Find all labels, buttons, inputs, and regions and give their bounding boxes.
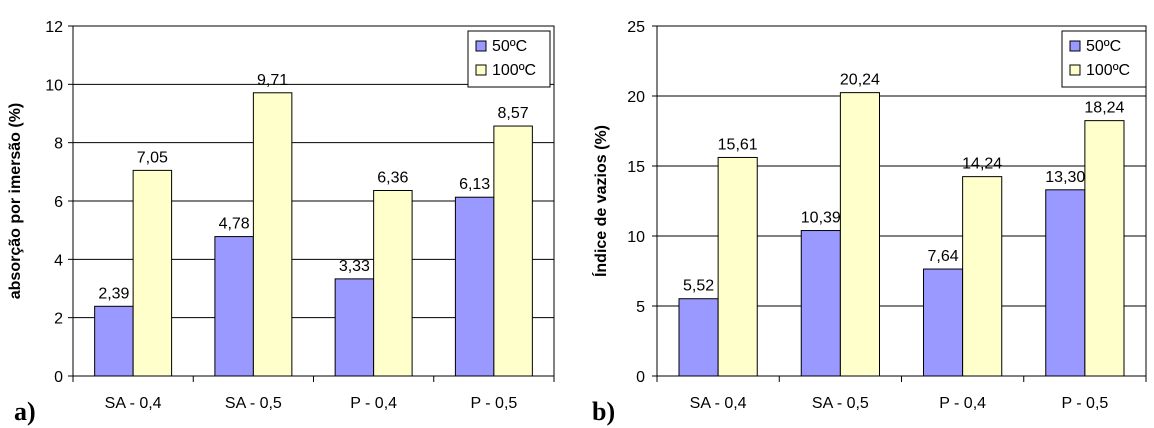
bar-50c [678,298,719,377]
y-tick-label: 15 [627,159,645,176]
panel-label: a) [14,397,36,426]
legend-swatch [475,40,487,52]
bar-100c [1084,120,1125,377]
data-label: 13,30 [1045,169,1085,186]
y-tick-label: 25 [627,19,645,36]
data-label: 20,24 [840,72,880,89]
y-tick-label: 10 [627,229,645,246]
bar-50c [454,196,495,377]
bar-50c [94,305,134,377]
y-tick-label: 20 [627,89,645,106]
x-tick-label: SA - 0,4 [690,395,747,412]
x-tick-label: P - 0,5 [1061,395,1108,412]
chart-2: 0 5 10 15 20 25 5,52 10,39 7,64 13,30 15,61 20,24 14… [591,19,1147,426]
bar-50c [800,230,841,377]
data-label: 6,36 [377,170,408,187]
data-label: 10,39 [801,210,841,227]
y-tick-label: 10 [45,77,63,94]
data-label: 7,64 [927,248,958,265]
bar-100c [132,169,173,377]
y-tick-label: 6 [54,194,63,211]
legend-swatch [1069,64,1081,76]
legend-label: 100ºC [1086,62,1130,79]
y-axis-title: Índice de vazios (%) [591,125,610,277]
y-tick-label: 5 [636,299,645,316]
y-tick-label: 0 [636,369,645,386]
bar-50c [214,236,254,377]
bar-100c [717,156,758,377]
x-tick-label: P - 0,4 [939,395,986,412]
data-label: 18,24 [1084,100,1124,117]
bar-100c [252,92,293,377]
x-tick-label: P - 0,4 [350,395,397,412]
x-tick-label: SA - 0,4 [105,395,162,412]
legend-box [1061,30,1147,88]
data-label: 7,05 [137,149,168,166]
x-tick-label: SA - 0,5 [225,395,282,412]
legend-swatch [1069,40,1081,52]
bar-50c [1045,189,1086,377]
data-label: 5,52 [683,278,714,295]
data-label: 14,24 [962,156,1002,173]
bar-100c [373,190,413,377]
x-tick-label: P - 0,5 [470,395,517,412]
data-label: 3,33 [339,258,370,275]
data-label: 8,57 [498,105,529,122]
bar-50c [923,268,964,377]
bar-100c [839,92,880,377]
legend: 50ºC 100ºC [1061,30,1147,88]
chart-1: 0 2 4 6 8 10 12 2,39 4,78 3,33 6,13 7,05 9,71 6,36 8,5… [7,19,555,426]
data-label: 2,39 [98,285,129,302]
y-tick-label: 4 [54,252,63,269]
bar-100c [493,125,533,377]
y-axis-title: absorção por imersão (%) [7,103,24,300]
bar-50c [334,278,375,377]
data-label: 15,61 [718,136,758,153]
legend: 50ºC 100ºC [467,30,551,88]
bar-100c [962,176,1003,377]
legend-label: 50ºC [1086,38,1121,55]
x-tick-label: SA - 0,5 [812,395,869,412]
legend-label: 100ºC [492,62,536,79]
panel-label: b) [592,397,615,426]
y-tick-label: 8 [54,136,63,153]
legend-swatch [475,64,487,76]
y-tick-label: 12 [45,19,63,36]
y-tick-label: 2 [54,311,63,328]
data-label: 6,13 [459,176,490,193]
data-label: 9,71 [257,72,288,89]
legend-label: 50ºC [492,38,527,55]
data-label: 4,78 [219,216,250,233]
legend-box [467,30,551,88]
y-tick-label: 0 [54,369,63,386]
